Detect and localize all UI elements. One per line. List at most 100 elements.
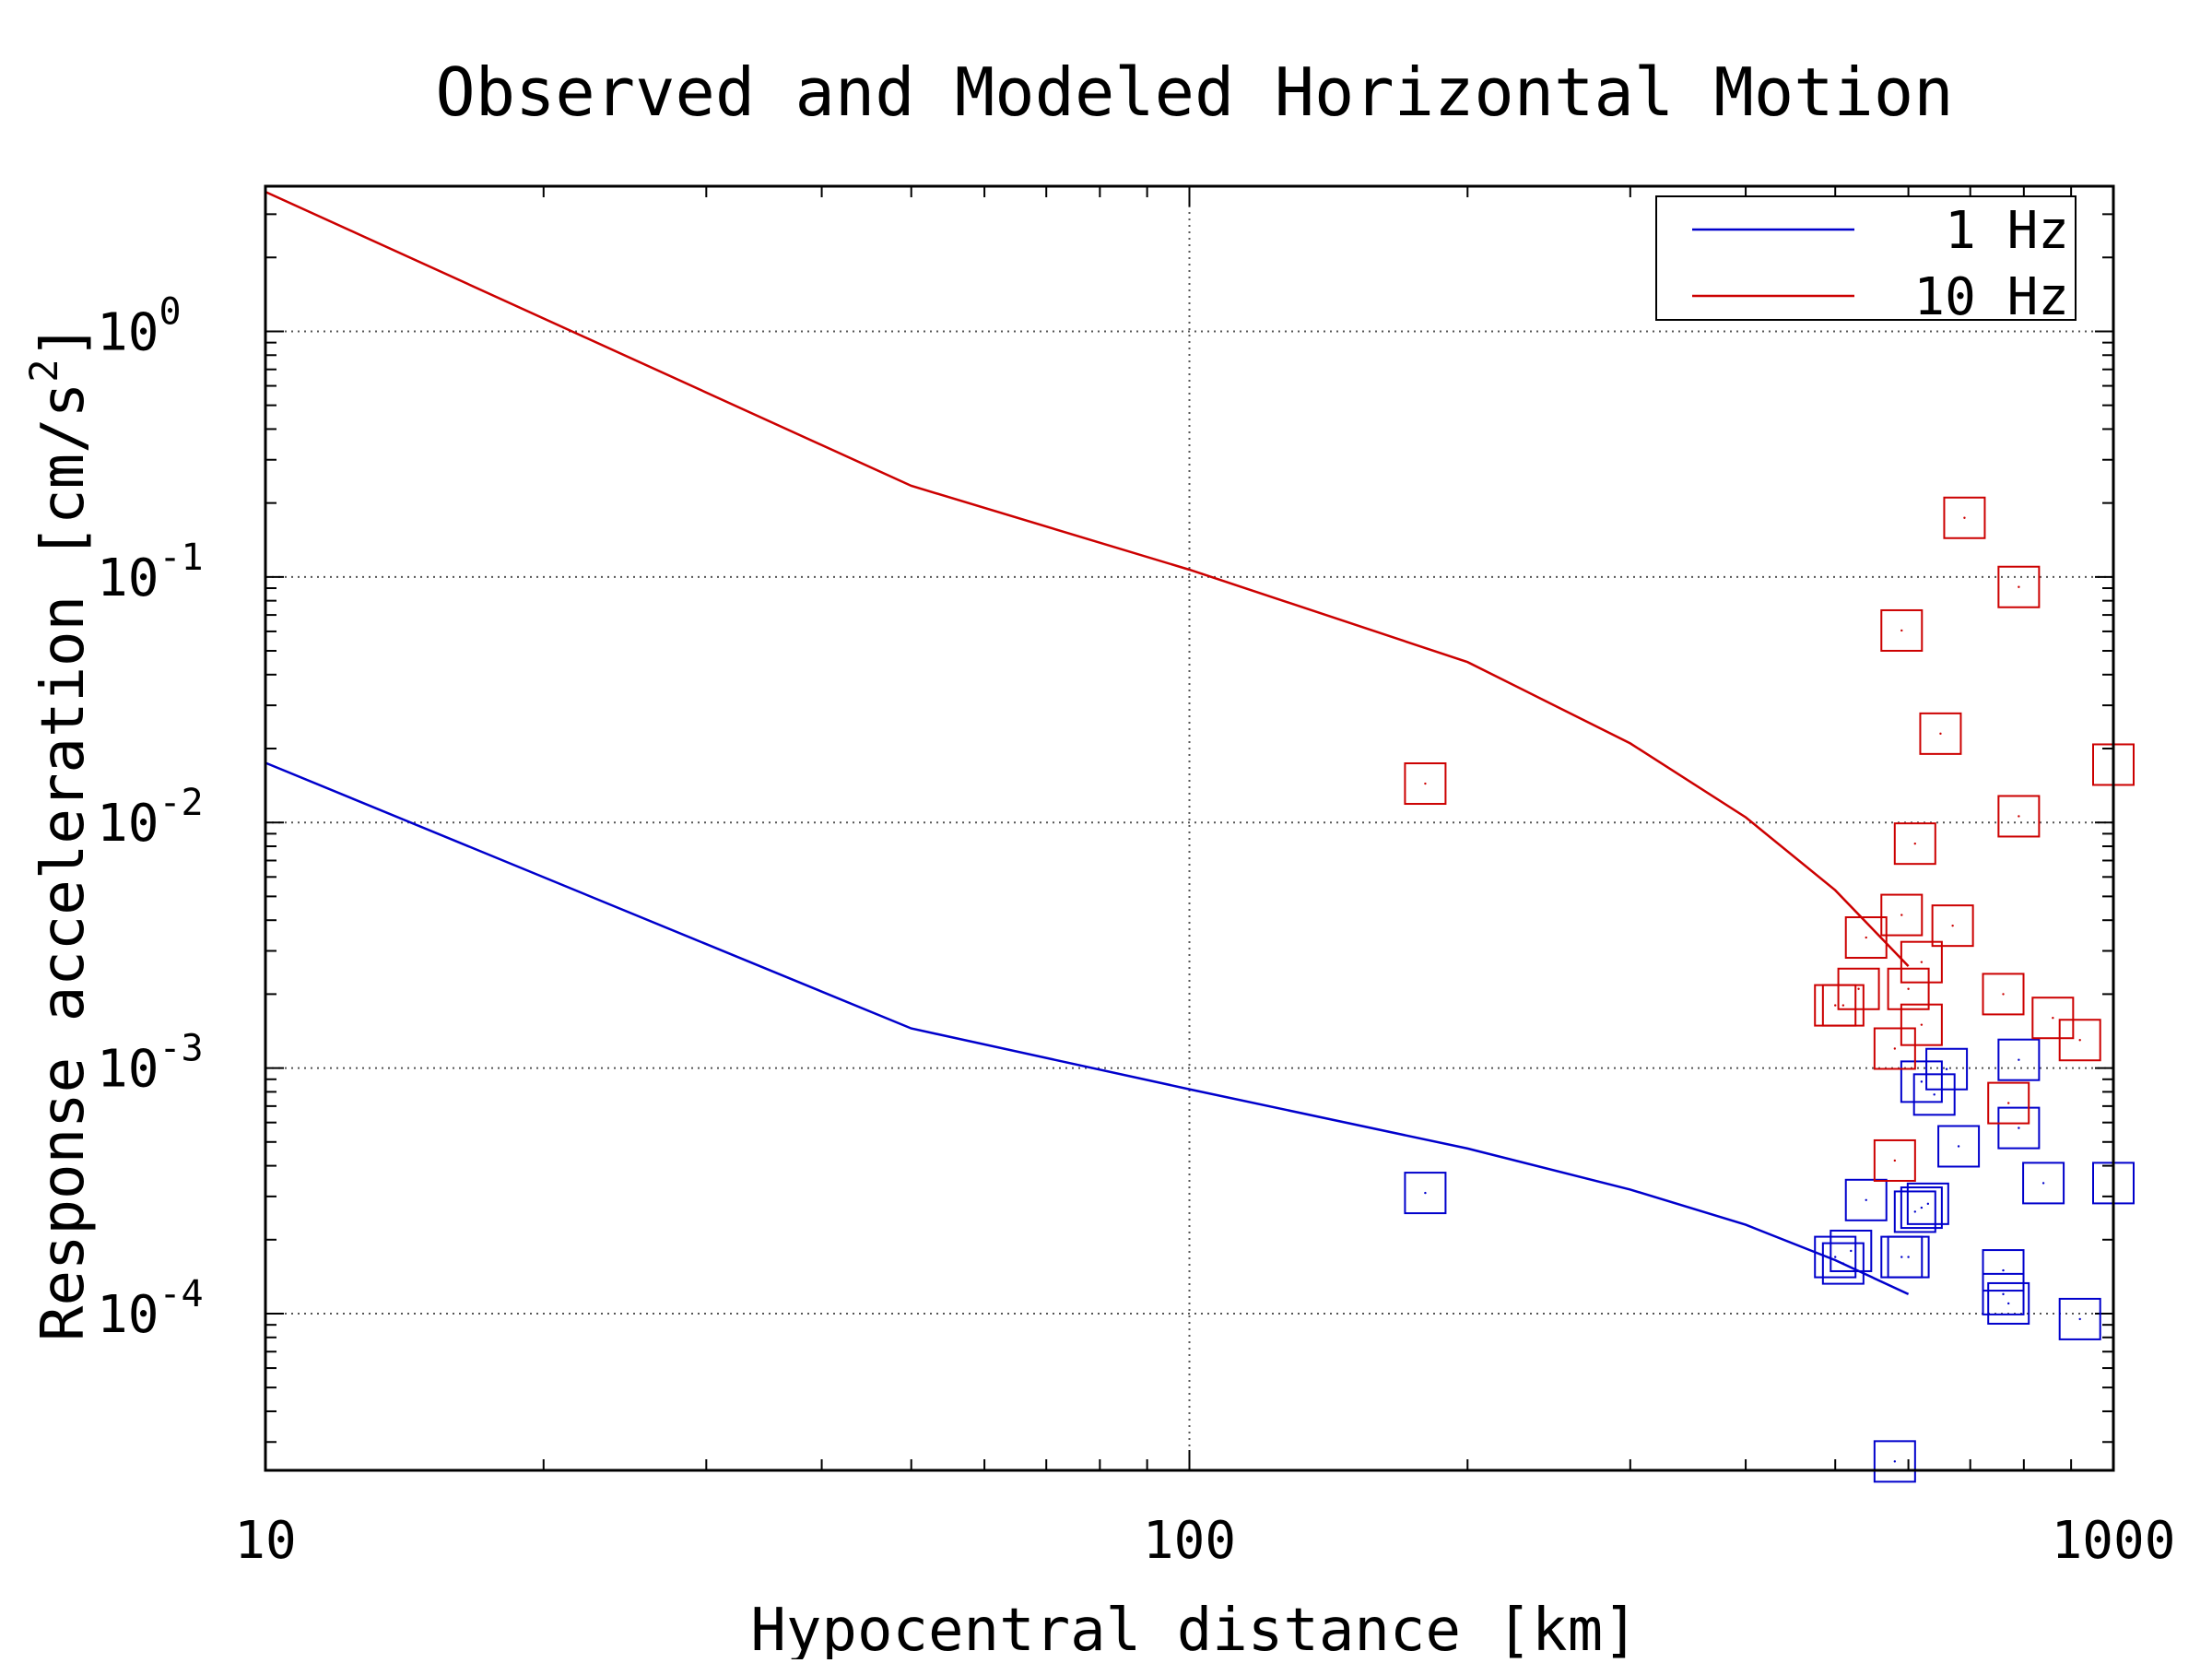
observed-point-1hz xyxy=(1997,1106,2041,1150)
observed-point-center-10hz xyxy=(1900,629,1903,632)
observed-point-center-10hz xyxy=(1939,732,1942,736)
observed-point-10hz xyxy=(1404,762,1447,806)
observed-point-1hz xyxy=(1821,1242,1865,1285)
observed-point-1hz xyxy=(1937,1125,1981,1168)
y-tick-label: 10-1 xyxy=(97,537,204,608)
observed-point-center-10hz xyxy=(2052,1017,2054,1020)
observed-point-10hz xyxy=(1982,973,2025,1016)
observed-point-1hz xyxy=(1906,1182,1949,1225)
observed-point-center-1hz xyxy=(1920,1080,1924,1083)
observed-point-center-1hz xyxy=(2002,1268,2005,1272)
observed-point-10hz xyxy=(2058,1019,2101,1062)
observed-point-1hz xyxy=(1887,1235,1930,1279)
observed-point-center-1hz xyxy=(2078,1317,2081,1321)
y-tick-base: 10 xyxy=(97,1040,159,1100)
y-tick-label: 100 xyxy=(97,290,182,362)
observed-point-1hz xyxy=(1982,1272,2025,1315)
x-tick-label: 1000 xyxy=(2052,1511,2176,1571)
model-line-10hz xyxy=(265,190,1910,967)
observed-point-center-10hz xyxy=(1920,1023,1924,1026)
y-tick-exponent: -3 xyxy=(159,1028,203,1070)
observed-point-10hz xyxy=(1900,1003,1943,1046)
observed-point-center-10hz xyxy=(1841,1004,1845,1007)
observed-point-center-1hz xyxy=(2018,1058,2020,1061)
observed-point-center-1hz xyxy=(1893,1460,1897,1463)
observed-point-center-1hz xyxy=(1907,1256,1910,1258)
observed-point-10hz xyxy=(2031,997,2075,1040)
observed-point-1hz xyxy=(1814,1235,1857,1279)
legend-box xyxy=(1655,195,2077,321)
y-tick-exponent: -4 xyxy=(159,1273,203,1315)
observed-point-1hz xyxy=(1987,1281,2030,1325)
observed-point-center-10hz xyxy=(1920,961,1924,963)
observed-point-10hz xyxy=(1900,940,1943,984)
grid-lines xyxy=(265,186,2113,1470)
observed-point-10hz xyxy=(1821,984,1865,1027)
observed-point-10hz xyxy=(1987,1081,2030,1125)
y-tick-label: 10-2 xyxy=(97,782,204,854)
y-tick-label: 10-3 xyxy=(97,1028,204,1100)
legend-label-1hz: 1 Hz xyxy=(1945,201,2069,261)
observed-point-1hz xyxy=(1900,1186,1943,1230)
observed-point-1hz xyxy=(1900,1060,1943,1103)
observed-point-1hz xyxy=(1830,1229,1873,1272)
y-tick-exponent: 0 xyxy=(159,290,181,333)
observed-point-center-1hz xyxy=(1834,1256,1837,1258)
observed-point-10hz xyxy=(1997,565,2041,608)
model-line-1hz xyxy=(265,761,1910,1296)
y-tick-exponent: -1 xyxy=(159,537,203,579)
observed-point-10hz xyxy=(1997,795,2041,838)
observed-point-1hz xyxy=(1912,1073,1956,1116)
observed-point-1hz xyxy=(1873,1440,1916,1483)
observed-point-center-1hz xyxy=(1913,1210,1916,1213)
observed-point-1hz xyxy=(1844,1178,1888,1221)
observed-point-center-1hz xyxy=(1865,1198,1867,1202)
y-tick-base: 10 xyxy=(97,1285,159,1345)
observed-point-center-10hz xyxy=(1424,782,1427,785)
observed-point-center-1hz xyxy=(1945,1067,1948,1070)
series-10hz xyxy=(265,190,2135,1182)
observed-point-center-1hz xyxy=(2007,1302,2010,1305)
observed-point-center-1hz xyxy=(1900,1256,1903,1258)
observed-point-1hz xyxy=(1997,1038,2041,1081)
observed-point-center-1hz xyxy=(1926,1202,1930,1206)
observed-point-center-10hz xyxy=(1907,987,1910,990)
observed-point-center-10hz xyxy=(1834,1004,1837,1007)
observed-point-center-10hz xyxy=(1951,924,1954,927)
y-axis-label: Response acceleration [cm/s2] xyxy=(21,324,98,1341)
observed-point-center-10hz xyxy=(2007,1102,2010,1104)
y-tick-base: 10 xyxy=(97,302,159,362)
observed-point-center-1hz xyxy=(2018,1126,2020,1129)
observed-point-10hz xyxy=(1887,967,1930,1010)
observed-point-center-10hz xyxy=(2018,815,2020,818)
y-axis-label-main: Response acceleration [cm/s xyxy=(29,383,98,1341)
observed-point-center-1hz xyxy=(1957,1145,1960,1148)
y-tick-base: 10 xyxy=(97,548,159,608)
observed-point-1hz xyxy=(1982,1249,2025,1292)
observed-point-10hz xyxy=(1837,967,1880,1010)
observed-point-10hz xyxy=(1943,496,1986,539)
observed-point-center-10hz xyxy=(1900,914,1903,916)
observed-point-10hz xyxy=(1919,712,1962,755)
observed-point-1hz xyxy=(1404,1172,1447,1215)
observed-point-10hz xyxy=(1880,893,1924,937)
observed-point-center-1hz xyxy=(1920,1206,1924,1209)
observed-point-center-10hz xyxy=(2002,993,2005,996)
observed-point-10hz xyxy=(1880,608,1924,652)
x-axis-label: Hypocentral distance [km] xyxy=(750,1597,1638,1659)
y-tick-base: 10 xyxy=(97,794,159,854)
observed-point-center-1hz xyxy=(2041,1182,2045,1185)
observed-point-10hz xyxy=(1844,916,1888,960)
series-1hz xyxy=(265,761,2135,1483)
observed-point-10hz xyxy=(1893,822,1936,866)
plot-frame xyxy=(264,184,2115,1472)
observed-point-center-10hz xyxy=(1913,842,1916,845)
observed-point-10hz xyxy=(1873,1027,1916,1070)
observed-point-center-10hz xyxy=(2078,1039,2081,1042)
observed-point-1hz xyxy=(2022,1162,2065,1205)
observed-point-center-1hz xyxy=(2002,1292,2005,1296)
y-axis-label-exponent: 2 xyxy=(21,359,66,382)
